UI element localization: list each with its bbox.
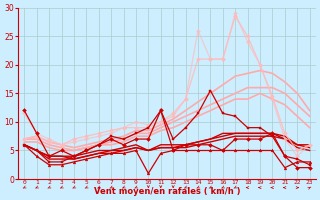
X-axis label: Vent moyen/en rafales ( km/h ): Vent moyen/en rafales ( km/h ) bbox=[94, 187, 240, 196]
